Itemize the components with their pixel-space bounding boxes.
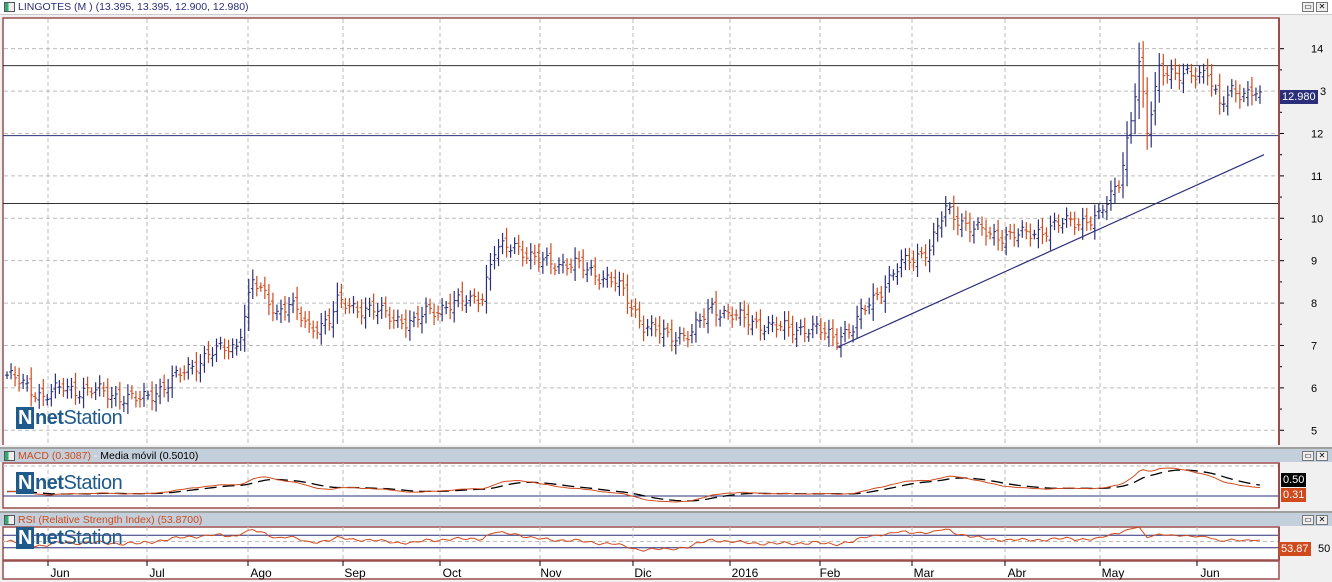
x-tick-label: May xyxy=(1102,566,1125,580)
rsi-tick-50: 50 xyxy=(1318,543,1331,555)
plot-area xyxy=(2,462,1280,509)
panel-icon xyxy=(4,450,15,461)
x-tick-label: Oct xyxy=(443,566,462,580)
x-tick-label: Feb xyxy=(820,566,841,580)
y-tick-label: 6 xyxy=(1311,383,1317,395)
macd-signal-label: 0.50 xyxy=(1281,473,1307,487)
panel-icon xyxy=(4,2,15,12)
last-price-label: 12.980 xyxy=(1280,90,1318,104)
panel-icon xyxy=(4,514,15,525)
x-tick-label: Abr xyxy=(1008,566,1027,580)
maximize-button[interactable]: ▭ xyxy=(1302,515,1314,525)
y-tick-label: 10 xyxy=(1311,213,1323,225)
y-tick-label: 3 xyxy=(1320,86,1326,98)
trendline xyxy=(836,154,1265,349)
x-tick-label: 2016 xyxy=(732,566,759,580)
macd-panel-header: MACD (0.3087) - Media móvil (0.5010) ▭ ✕ xyxy=(0,447,1332,462)
close-button[interactable]: ✕ xyxy=(1316,451,1328,461)
x-tick-label: Sep xyxy=(344,566,366,580)
macd-value-label: 0.31 xyxy=(1281,488,1307,502)
y-tick-label: 8 xyxy=(1311,298,1317,310)
x-tick-label: Nov xyxy=(540,566,561,580)
x-tick-label: Dic xyxy=(634,566,651,580)
maximize-button[interactable]: ▭ xyxy=(1302,451,1314,461)
rsi-panel-header: RSI (Relative Strength Index) (53.8700) … xyxy=(0,511,1332,526)
main-panel-header: LINGOTES (M ) (13.395, 13.395, 12.900, 1… xyxy=(0,0,1332,15)
x-tick-label: Jun xyxy=(1200,566,1219,580)
y-tick-label: 5 xyxy=(1311,425,1317,437)
x-tick-label: Jul xyxy=(149,566,164,580)
y-tick-label: 11 xyxy=(1311,171,1322,183)
rsi-chart[interactable]: Jun Jul Ago Sep Oct Nov Dic 2016 Feb Mar Abr May Jun xyxy=(0,526,1332,582)
y-tick-label: 9 xyxy=(1311,256,1317,268)
close-button[interactable]: ✕ xyxy=(1316,2,1328,12)
macd-signal-line xyxy=(7,469,1261,502)
plot-area xyxy=(2,526,1280,561)
macd-chart[interactable] xyxy=(0,462,1332,510)
x-tick-label: Mar xyxy=(914,566,935,580)
macd-line xyxy=(6,467,1261,503)
y-tick-label: 14 xyxy=(1311,44,1323,56)
close-button[interactable]: ✕ xyxy=(1316,515,1328,525)
x-tick-label: Ago xyxy=(250,566,272,580)
price-chart[interactable]: 14 3 12 11 10 9 8 7 6 5 xyxy=(0,15,1332,445)
plot-area xyxy=(2,17,1280,445)
y-tick-label: 7 xyxy=(1311,340,1317,352)
rsi-title: RSI (Relative Strength Index) (53.8700) xyxy=(18,513,203,526)
macd-ma-title: Media móvil (0.5010) xyxy=(100,449,199,462)
maximize-button[interactable]: ▭ xyxy=(1302,2,1314,12)
date-axis xyxy=(2,560,1280,580)
rsi-line xyxy=(6,526,1261,552)
macd-title: MACD (0.3087) xyxy=(18,449,91,462)
main-title: LINGOTES (M ) (13.395, 13.395, 12.900, 1… xyxy=(18,1,249,13)
y-tick-label: 12 xyxy=(1311,128,1323,140)
rsi-value-label: 53.87 xyxy=(1279,542,1311,556)
x-tick-label: Jun xyxy=(50,566,69,580)
